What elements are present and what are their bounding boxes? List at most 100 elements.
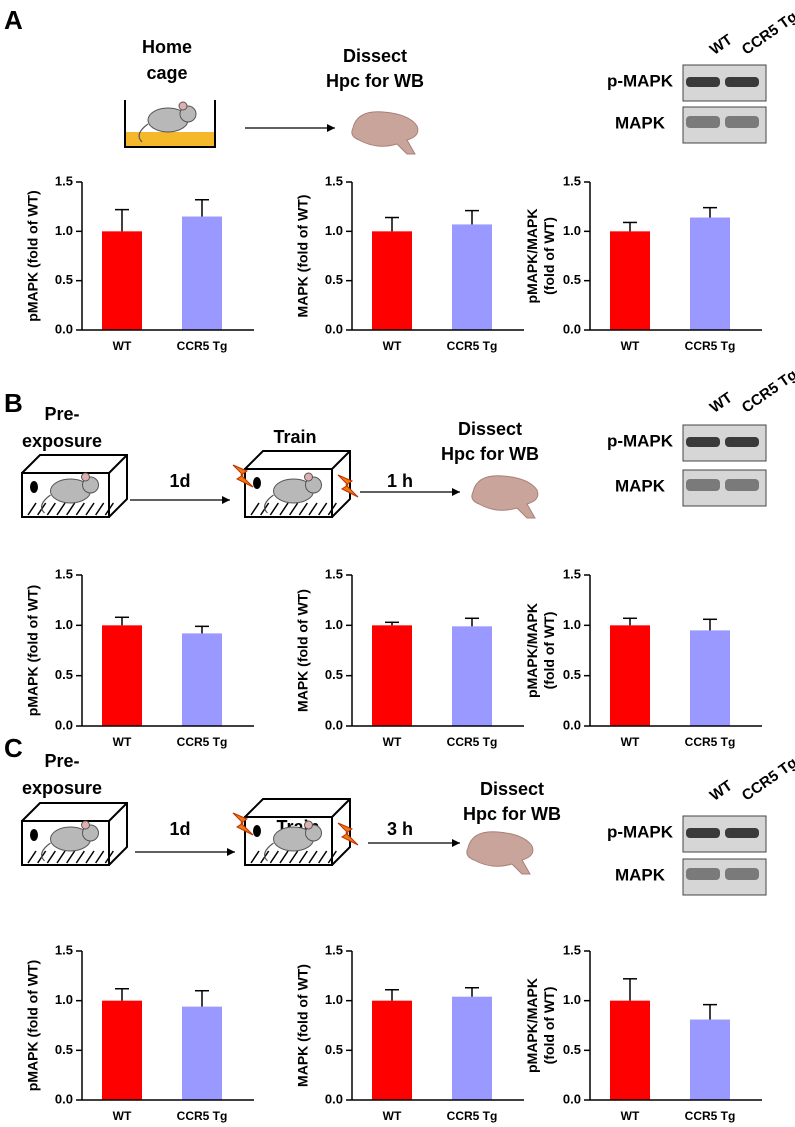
y-tick-label: 1.0 [55,223,73,238]
error-bar [385,621,399,626]
arrow-head [227,848,235,856]
y-axis-label: MAPK (fold of WT) [295,195,311,318]
y-tick-label: 0.0 [563,1091,581,1106]
cage-grid [318,850,328,864]
blot-band [686,479,720,491]
band-label: MAPK [615,476,666,495]
band-label: p-MAPK [607,431,674,450]
x-tick-label: CCR5 Tg [447,1109,498,1123]
y-tick-label: 1.5 [55,173,73,188]
y-tick-label: 1.5 [325,173,343,188]
x-tick-label: WT [383,339,402,353]
blot-band [686,868,720,880]
blot-band [725,479,759,491]
cage-grid [308,502,318,516]
y-axis-label: pMAPK (fold of WT) [25,960,41,1091]
y-tick-label: 0.5 [325,667,343,682]
cage-grid [279,502,289,516]
cage-grid [269,850,279,864]
y-tick-label: 1.0 [325,223,343,238]
y-tick-label: 0.0 [563,321,581,336]
interval-label: 1 h [387,471,413,491]
y-tick-label: 1.5 [55,942,73,957]
mouse-tail [138,123,149,143]
lane-label: CCR5 Tg [739,754,795,804]
bar [372,231,412,330]
cage-grid [308,850,318,864]
cage-front [244,468,333,518]
arrow-head [452,839,460,847]
y-tick-label: 0.5 [325,1042,343,1057]
panel-label: B [4,388,23,418]
bar [452,996,492,1100]
arrow-head [327,124,335,132]
error-bar [115,616,129,626]
y-tick-label: 1.5 [563,566,581,581]
y-tick-label: 1.0 [55,992,73,1007]
shock-icon [337,474,359,498]
bar [610,625,650,726]
blot-band [686,77,720,87]
mouse-tail [40,494,51,514]
y-axis-label: pMAPK/MAPK [524,978,540,1073]
step-label: exposure [22,431,102,451]
y-axis-label: (fold of WT) [541,612,557,690]
y-tick-label: 0.5 [563,272,581,287]
error-bar [623,617,637,626]
mouse-ear [304,472,313,482]
x-tick-label: CCR5 Tg [177,339,228,353]
mouse-tail [40,842,51,862]
x-tick-label: WT [113,339,132,353]
step-label: exposure [22,778,102,798]
x-tick-label: CCR5 Tg [447,339,498,353]
cage-grid [27,850,37,864]
bar [452,224,492,330]
cage-grid [56,502,66,516]
cage-grid [289,850,299,864]
error-bar [115,987,129,1001]
y-tick-label: 0.0 [55,717,73,732]
y-tick-label: 1.5 [563,942,581,957]
bedding [125,132,215,147]
mouse-ear [304,820,313,830]
x-tick-label: CCR5 Tg [685,339,736,353]
shock-icon [337,822,359,846]
error-bar [195,199,209,217]
cage-grid [327,502,337,516]
x-tick-label: WT [621,339,640,353]
cage-grid [104,850,114,864]
y-tick-label: 1.0 [325,992,343,1007]
band-label: MAPK [615,113,666,132]
blot-band [725,868,759,880]
cage-cue [253,477,261,489]
bar [102,1000,142,1100]
x-tick-label: CCR5 Tg [177,1109,228,1123]
blot-band [686,828,720,838]
bar [182,633,222,726]
error-bar [703,618,717,631]
error-bar [465,987,479,997]
cage-grid [85,850,95,864]
shock-icon [232,812,254,836]
y-axis-label: MAPK (fold of WT) [295,589,311,712]
shock-icon [232,464,254,488]
panel-label: A [4,5,23,35]
cage-grid [56,850,66,864]
blot-band [686,116,720,128]
cage-grid [95,502,105,516]
x-tick-label: WT [113,735,132,749]
cage-cue [253,825,261,837]
cage-front [21,820,110,866]
cage-grid [298,850,308,864]
bar [452,626,492,726]
band-label: p-MAPK [607,822,674,841]
mouse-ear [81,820,90,830]
x-tick-label: WT [113,1109,132,1123]
cage-cue [30,829,38,841]
y-tick-label: 1.5 [563,173,581,188]
bar [372,1000,412,1100]
bar [102,625,142,726]
x-tick-label: WT [621,1109,640,1123]
y-tick-label: 1.5 [325,942,343,957]
